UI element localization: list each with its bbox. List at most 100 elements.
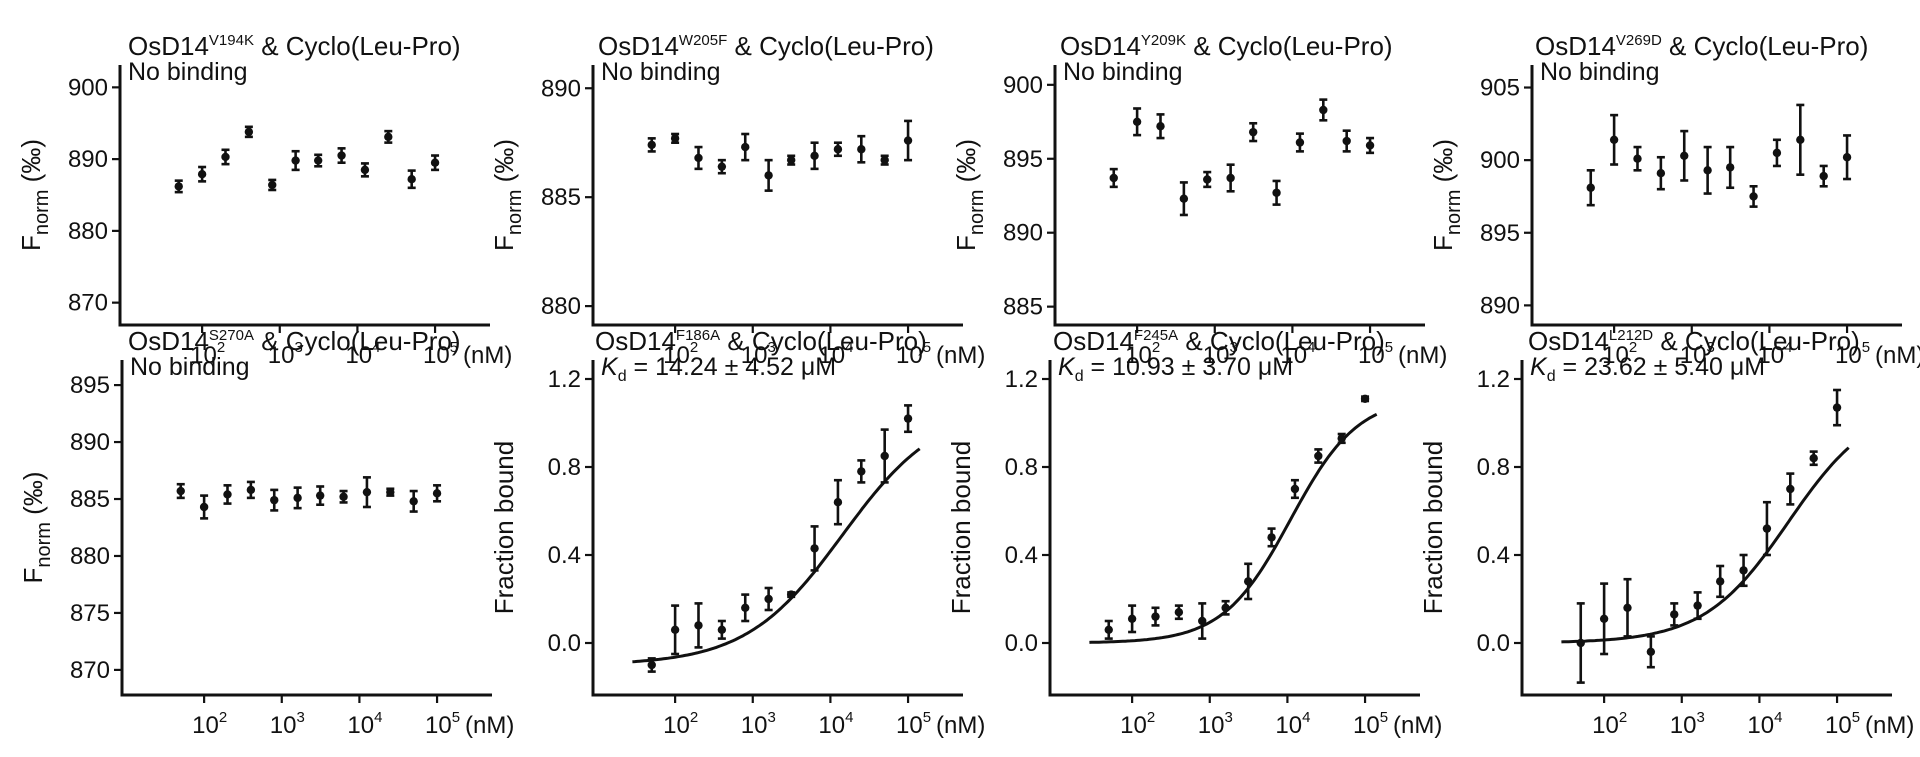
x-tick-exponent: 2 [690,709,698,726]
x-tick-base: 10 [1592,712,1619,739]
data-point [1360,394,1370,403]
x-tick-exponent: 4 [845,709,853,726]
data-point [1179,194,1189,203]
y-tick-label: 875 [70,600,110,627]
data-point [1295,138,1305,147]
title-mutation: V194K [209,32,254,49]
data-point [741,603,750,612]
fit-curve [1089,412,1378,644]
x-unit-label: (nM) [1393,712,1442,739]
data-point [1156,122,1165,131]
y-label-main: F [18,568,48,584]
y-tick-label: 890 [68,146,108,173]
panel-title: OsD14F186A & Cyclo(Leu-Pro) [595,326,927,356]
x-tick-base: 10 [1358,342,1385,369]
data-point [313,156,323,165]
kd-subscript: d [1075,368,1084,385]
axis-lines [591,65,963,327]
y-tick-label: 1.2 [1477,366,1510,393]
data-point [647,660,656,670]
x-tick-base: 10 [268,342,295,369]
y-tick-label: 895 [1480,220,1520,247]
x-tick-base: 10 [896,342,923,369]
data-point [1365,141,1375,150]
x-tick-base: 10 [345,342,372,369]
y-label-main: F [16,235,46,251]
fit-curve [1561,446,1850,644]
y-label-sub: norm [1443,190,1465,236]
title-protein: OsD14 [128,326,209,356]
data-point [1576,638,1585,648]
data-point [1319,105,1328,115]
y-label-sub: norm [504,190,526,236]
x-tick-label: 103 [741,709,776,739]
x-tick-label: 105 [1358,339,1393,369]
data-point [1656,169,1666,178]
x-tick-exponent: 2 [217,339,225,356]
data-point [1703,166,1712,175]
x-unit-label: (nM) [936,342,985,369]
data-point [880,451,889,461]
kd-subscript: d [618,368,627,385]
kd-annotation: Kd = 23.62 ± 5.40 μM [1530,353,1765,385]
kd-subscript: d [1547,368,1556,385]
y-tick-label: 900 [1003,72,1043,99]
x-tick-label: 105 [896,709,931,739]
y-axis-label: Fnorm (‰) [1428,139,1465,251]
kd-symbol: K [1058,353,1076,381]
data-point [1104,625,1113,634]
y-tick-label: 0.4 [1005,542,1038,569]
x-tick-exponent: 4 [845,339,853,356]
x-tick-label: 104 [345,339,380,369]
y-tick-label: 870 [70,657,110,684]
x-tick-base: 10 [896,712,923,739]
y-tick-label: 900 [68,74,108,101]
data-point [1725,163,1735,172]
kd-symbol: K [601,353,619,381]
panel-f186a: OsD14F186A & Cyclo(Leu-Pro) 0.0 0.4 0.8 1.2 1… [489,326,985,739]
data-point [810,544,819,553]
y-tick-label: 0.4 [548,542,581,569]
x-tick-exponent: 4 [372,339,380,356]
no-binding-note: No binding [130,353,250,381]
axis-lines [1048,360,1420,697]
data-point [432,489,442,498]
x-unit-label: (nM) [936,712,985,739]
y-axis-label: Fnorm (‰) [489,139,526,251]
panel-title: OsD14W205F & Cyclo(Leu-Pro) [598,31,934,61]
y-label-sub: norm [33,522,55,568]
x-tick-label: 102 [192,709,227,739]
title-protein: OsD14 [595,326,676,356]
data-point [246,485,256,495]
y-tick-label: 0.8 [548,454,581,481]
x-tick-exponent: 2 [1152,339,1160,356]
y-axis-label: Fnorm (‰) [951,139,988,251]
x-unit-label: (nM) [1865,712,1914,739]
x-tick-label: 103 [1198,709,1233,739]
x-tick-exponent: 3 [1229,339,1237,356]
y-tick-label: 890 [1003,220,1043,247]
axis-lines [1530,65,1902,327]
y-tick-label: 0.0 [1005,630,1038,657]
x-tick-label: 104 [347,709,382,739]
data-point [1127,614,1137,623]
x-tick-label: 105 [1835,339,1870,369]
data-point [1646,647,1656,656]
x-tick-exponent: 2 [219,709,227,726]
data-point [880,155,889,165]
data-point [1809,454,1818,463]
x-tick-exponent: 3 [294,339,302,356]
y-axis-label: Fnorm (‰) [16,139,53,251]
x-unit-label: (nM) [1875,342,1920,369]
data-point [1623,603,1632,612]
title-mutation: W205F [679,32,727,49]
panel-title: OsD14L212D & Cyclo(Leu-Pro) [1528,326,1860,356]
data-point [1221,603,1230,612]
x-tick-label: 103 [1670,709,1705,739]
no-binding-note: No binding [601,58,721,86]
y-tick-label: 1.2 [548,366,581,393]
data-point [694,621,703,630]
x-tick-label: 102 [1120,709,1155,739]
data-point [1772,148,1782,158]
